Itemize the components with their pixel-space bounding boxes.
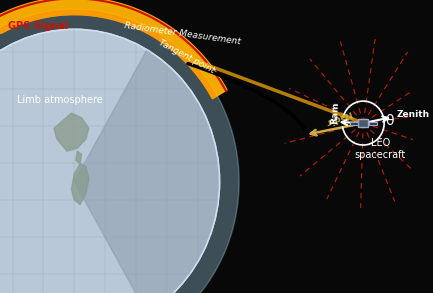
Polygon shape [369,122,377,125]
Text: Tangent point: Tangent point [157,38,216,75]
Polygon shape [71,163,89,205]
Polygon shape [54,113,89,151]
Polygon shape [358,119,368,127]
Wedge shape [74,50,220,293]
Text: θ: θ [386,114,394,128]
Circle shape [0,9,239,293]
Circle shape [0,29,220,293]
Text: LEO
spacecraft: LEO spacecraft [355,139,406,160]
Text: Radiometer Measurement: Radiometer Measurement [124,21,241,46]
Text: GPS Signal: GPS Signal [8,21,68,31]
Text: Ram: Ram [330,101,339,124]
Polygon shape [350,122,358,125]
Polygon shape [0,10,216,99]
Polygon shape [76,151,81,163]
Text: Nadir: Nadir [323,108,352,127]
Polygon shape [0,0,227,99]
Text: Zenith: Zenith [397,110,430,119]
Text: Limb atmosphere: Limb atmosphere [16,95,102,105]
